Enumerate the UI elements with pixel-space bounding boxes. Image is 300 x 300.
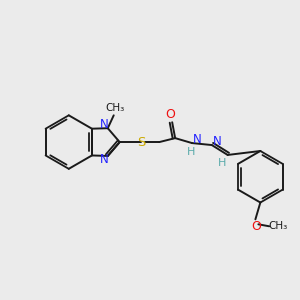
Text: O: O xyxy=(165,108,175,121)
Text: N: N xyxy=(193,133,201,146)
Text: H: H xyxy=(218,158,226,168)
Text: CH₃: CH₃ xyxy=(268,221,288,231)
Text: N: N xyxy=(99,153,108,167)
Text: S: S xyxy=(137,136,146,148)
Text: H: H xyxy=(187,147,195,157)
Text: CH₃: CH₃ xyxy=(105,103,124,113)
Text: N: N xyxy=(99,118,108,131)
Text: O: O xyxy=(251,220,261,233)
Text: N: N xyxy=(212,135,221,148)
